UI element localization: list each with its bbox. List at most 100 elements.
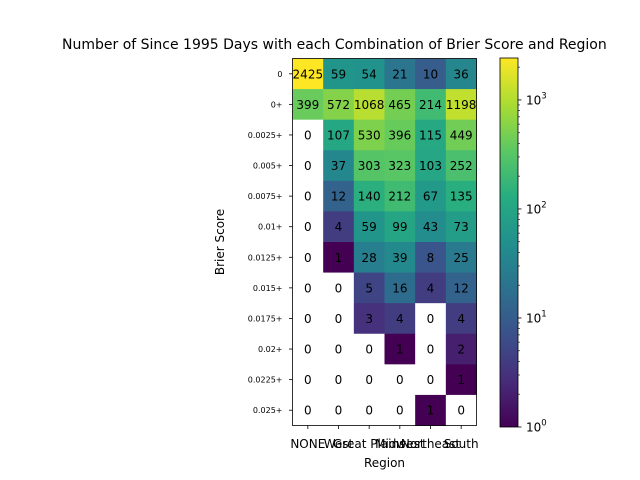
heatmap-cell [353,89,385,121]
heatmap-cell [384,180,416,212]
heatmap-cell [292,211,324,243]
cell-value-label: 0 [365,373,373,387]
cell-value-label: 0 [365,404,373,418]
cell-value-label: 54 [362,67,377,81]
y-tick-label: 0.01+ [258,223,283,232]
cell-value-label: 67 [423,190,438,204]
cell-value-label: 0 [335,404,343,418]
cell-value-label: 4 [396,312,404,326]
heatmap-cell [323,58,355,90]
colorbar-tick-label: 103 [526,91,547,107]
heatmap-cell [415,180,447,212]
heatmap-cell [292,150,324,182]
heatmap-cell [323,333,355,365]
cell-value-label: 449 [450,128,473,142]
heatmap-cell [415,242,447,273]
heatmap-cell [292,333,324,365]
heatmap-cell [445,58,477,90]
cell-value-label: 0 [304,373,312,387]
cell-value-label: 2425 [293,67,324,81]
cell-value-label: 0 [427,312,435,326]
x-tick-label: West [324,437,354,451]
y-tick-label: 0 [277,70,282,79]
heatmap-cell [292,242,324,273]
x-tick-label: NONE [290,437,325,451]
cell-value-label: 0 [427,373,435,387]
heatmap-cell [384,242,416,273]
heatmap-cell [292,364,324,396]
heatmap-cells [292,58,477,426]
colorbar-ticks: 100 101 102 103 [518,66,547,435]
heatmap-cell [292,58,324,90]
cell-value-label: 12 [331,190,346,204]
cell-value-label: 115 [419,128,442,142]
heatmap-cell [445,272,477,304]
heatmap-cell [353,211,385,243]
colorbar-tick-label: 100 [526,419,547,435]
heatmap-cell [384,303,416,335]
cell-value-label: 0 [396,373,404,387]
heatmap-cell [323,180,355,212]
heatmap-cell [384,89,416,121]
cell-value-label: 4 [457,312,465,326]
heatmap-cell [415,89,447,121]
x-tick-label: South [444,437,479,451]
heatmap-cell [353,119,385,151]
heatmap-cell [415,119,447,151]
cell-value-label: 396 [388,128,411,142]
cell-value-label: 0 [304,251,312,265]
cell-value-label: 5 [365,281,373,295]
y-tick-label: 0+ [271,100,283,109]
cell-value-label: 0 [304,312,312,326]
heatmap-cell [292,119,324,151]
cell-value-label: 12 [454,281,469,295]
heatmap-cell [445,303,477,335]
x-tick-label: Great Plains [333,437,405,451]
cell-value-label: 0 [304,128,312,142]
heatmap-cell [292,272,324,304]
cell-value-label: 135 [450,190,473,204]
heatmap-cell [384,394,416,426]
cell-value-label: 0 [427,343,435,357]
heatmap-cell [445,211,477,243]
cell-value-label: 4 [427,281,435,295]
cell-value-label: 0 [304,190,312,204]
y-tick-label: 0.0225+ [248,376,283,385]
cell-value-label: 1198 [446,98,477,112]
cell-value-label: 1 [396,343,404,357]
heatmap-cell [353,364,385,396]
cell-value-label: 1 [457,373,465,387]
heatmap-cell [323,89,355,121]
cell-value-label: 1068 [354,98,385,112]
heatmap-cell [353,150,385,182]
cell-value-label: 39 [392,251,407,265]
y-tick-label: 0.02+ [258,345,283,354]
heatmap-cell [353,303,385,335]
cell-value-label: 0 [335,281,343,295]
heatmap-cell [384,333,416,365]
colorbar [499,57,519,428]
heatmap-cell [384,150,416,182]
cell-value-label: 21 [392,67,407,81]
cell-value-label: 0 [304,343,312,357]
heatmap-cell [323,394,355,426]
heatmap-cell [384,211,416,243]
heatmap-cell [384,272,416,304]
heatmap-cell [323,242,355,273]
cell-value-label: 59 [331,67,346,81]
heatmap-cell [353,180,385,212]
cell-value-label: 0 [396,404,404,418]
cell-value-label: 1 [335,251,343,265]
cell-value-label: 8 [427,251,435,265]
cell-value-label: 303 [358,159,381,173]
heatmap-cell [353,394,385,426]
y-axis-label: Brier Score [213,209,227,275]
heatmap-cell [292,180,324,212]
cell-value-label: 0 [335,343,343,357]
cell-value-label: 323 [388,159,411,173]
heatmap-cell [445,242,477,273]
cell-value-label: 0 [304,159,312,173]
